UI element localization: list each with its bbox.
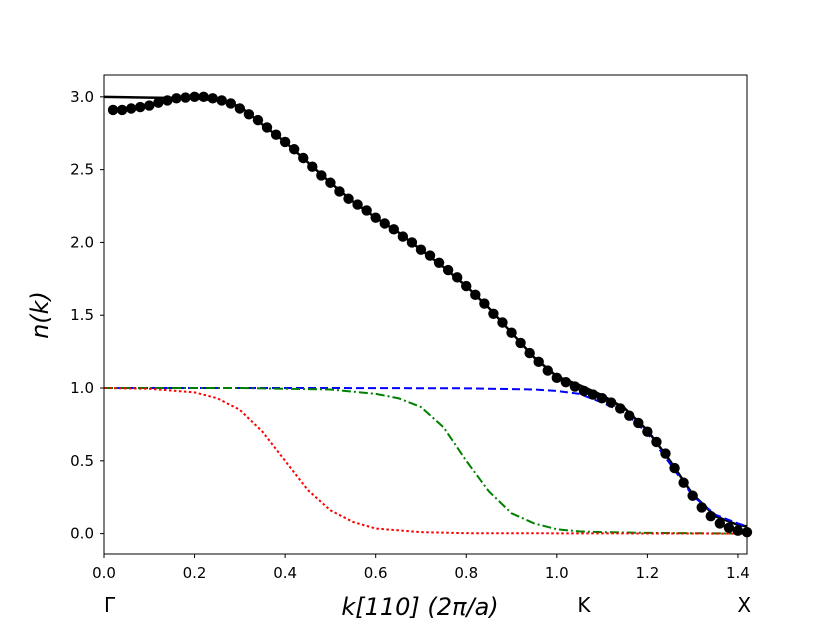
data-point: [615, 403, 626, 414]
data-point: [605, 397, 617, 408]
data-point: [189, 91, 200, 103]
data-point: [624, 410, 635, 421]
data-point: [542, 365, 553, 376]
x-tick-label: 0.8: [454, 564, 478, 582]
x-tick-label: 0.0: [92, 564, 116, 582]
data-point: [370, 212, 381, 223]
plot-frame: [103, 74, 748, 555]
data-point: [307, 161, 318, 172]
data-point: [279, 136, 291, 148]
y-axis-ticks: 0.0 0.5 1.0 1.5 2.0 2.5 3.0: [70, 88, 104, 543]
data-point: [234, 103, 246, 114]
x-tick-label: 1.0: [545, 564, 569, 582]
data-point: [334, 186, 345, 197]
data-point: [506, 327, 517, 338]
data-point: [732, 525, 744, 536]
data-point: [388, 224, 399, 235]
data-point: [125, 103, 137, 114]
symmetry-point-label: K: [577, 593, 591, 617]
data-point: [669, 462, 680, 474]
data-point: [325, 177, 336, 188]
data-point: [551, 372, 563, 384]
y-tick-label: 2.0: [70, 233, 94, 251]
data-point: [270, 129, 282, 140]
data-point: [723, 522, 735, 533]
data-point: [243, 109, 255, 120]
data-point: [479, 298, 490, 309]
data-point: [415, 244, 427, 255]
data-point: [135, 101, 146, 113]
data-point: [171, 93, 182, 104]
data-point: [153, 97, 164, 108]
series-line-dashdot: [104, 387, 748, 535]
data-point: [162, 95, 173, 106]
data-point: [252, 114, 264, 126]
data-point: [524, 347, 535, 359]
data-point: [343, 193, 354, 204]
data-point: [515, 337, 526, 349]
data-point: [352, 199, 363, 210]
data-point: [470, 289, 481, 301]
data-point: [397, 231, 409, 242]
data-point: [587, 389, 599, 400]
data-point: [705, 510, 716, 522]
data-point: [497, 317, 508, 328]
y-tick-label: 2.5: [70, 161, 94, 179]
data-point: [660, 448, 671, 459]
x-tick-label: 1.4: [726, 564, 750, 582]
x-axis-ticks: 0.0 0.2 0.4 0.6 0.8 1.0 1.2 1.4: [92, 554, 750, 582]
data-point: [198, 91, 209, 103]
data-point: [714, 518, 726, 529]
data-point: [687, 490, 698, 501]
data-point: [261, 122, 273, 133]
data-point: [406, 237, 418, 248]
y-tick-label: 0.5: [70, 452, 94, 470]
data-point: [569, 381, 581, 392]
data-point: [596, 393, 608, 404]
data-point: [180, 92, 191, 103]
y-tick-label: 1.5: [70, 306, 94, 324]
y-tick-label: 0.0: [70, 525, 94, 543]
data-point: [651, 436, 662, 448]
data-point: [298, 152, 309, 164]
data-point: [533, 356, 544, 368]
x-axis-label: k[110] (2π/a): [341, 593, 498, 621]
data-point: [678, 477, 689, 488]
data-point: [225, 98, 236, 109]
data-point: [560, 377, 572, 388]
y-axis-label: n(k): [26, 291, 54, 339]
data-point: [216, 95, 227, 106]
symmetry-point-label: Γ: [104, 593, 116, 617]
data-point: [144, 100, 155, 111]
data-point: [442, 264, 454, 276]
x-tick-label: 0.2: [183, 564, 207, 582]
data-point: [288, 144, 300, 155]
data-point: [107, 104, 119, 116]
data-point: [488, 308, 499, 319]
data-point: [452, 272, 463, 283]
data-point: [361, 205, 372, 216]
series-line-dashed: [104, 387, 748, 528]
x-tick-label: 1.2: [635, 564, 659, 582]
data-point: [633, 417, 644, 429]
x-tick-label: 0.4: [273, 564, 297, 582]
y-tick-label: 3.0: [70, 88, 94, 106]
data-point: [116, 104, 128, 116]
x-tick-label: 0.6: [364, 564, 388, 582]
data-point: [424, 250, 436, 261]
data-point: [578, 385, 590, 397]
data-point: [433, 257, 445, 269]
data-point: [642, 426, 653, 437]
data-point: [461, 280, 472, 292]
symmetry-point-label: X: [737, 593, 751, 617]
y-tick-label: 1.0: [70, 379, 94, 397]
data-point: [207, 93, 218, 104]
data-point: [316, 170, 327, 181]
data-point: [379, 218, 390, 229]
series-line-dotted: [103, 387, 748, 535]
data-point: [696, 502, 707, 513]
